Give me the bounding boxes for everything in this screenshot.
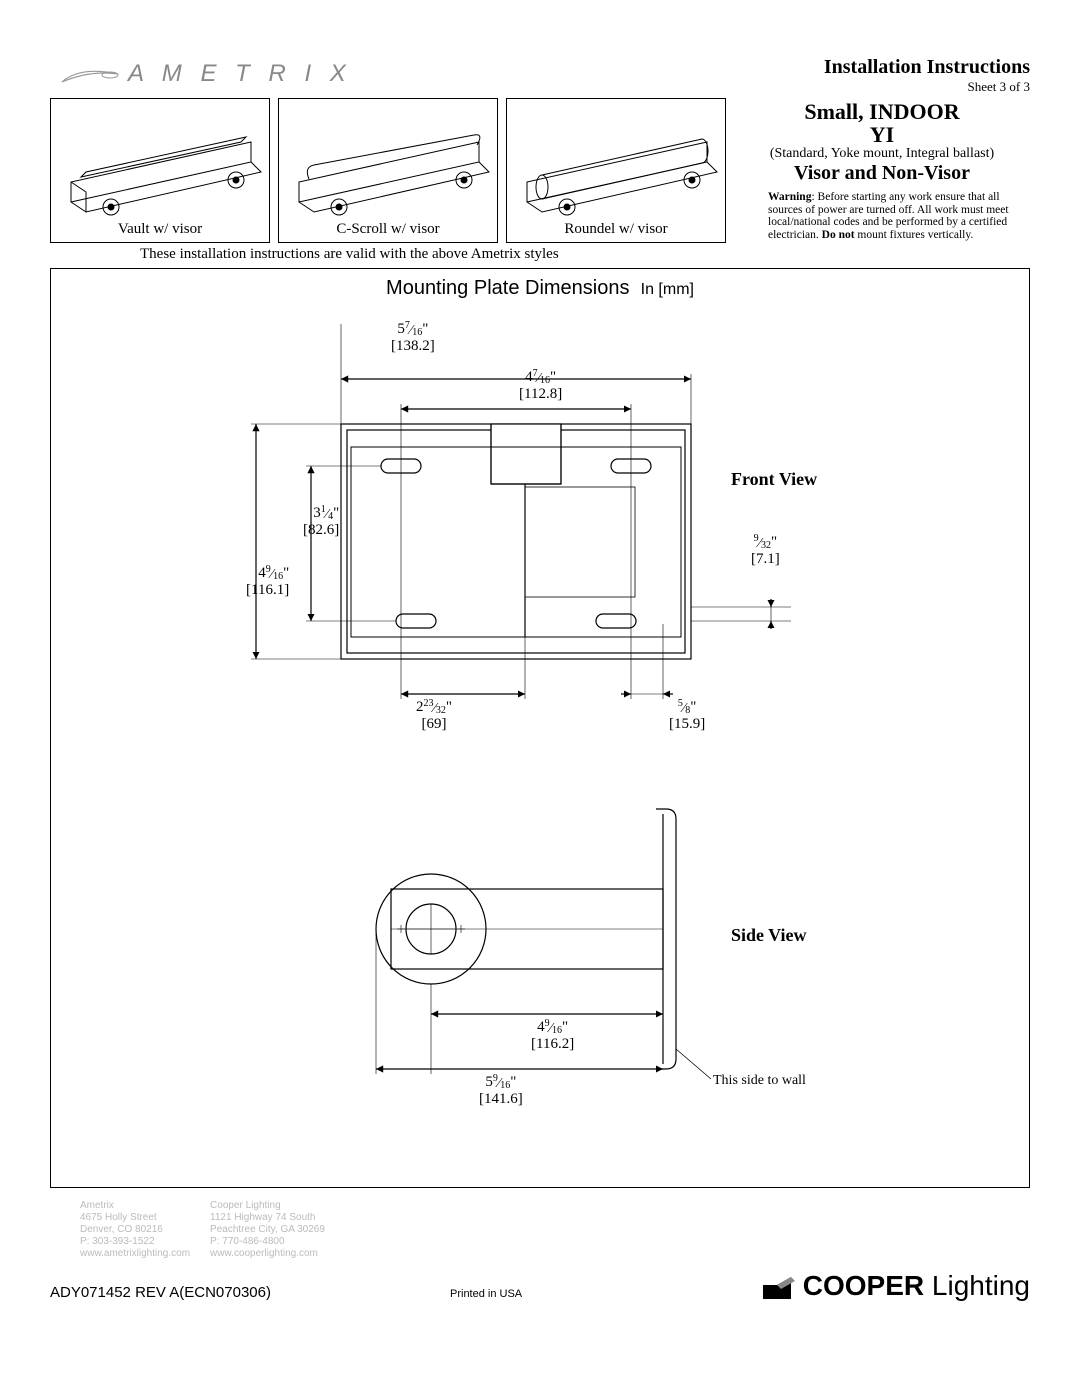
footer-addresses: Ametrix 4675 Holly Street Denver, CO 802… (80, 1200, 345, 1260)
install-title: Installation Instructions (824, 56, 1030, 79)
product-label: Roundel w/ visor (507, 221, 725, 238)
vault-illustration-icon (51, 107, 271, 227)
product-cscroll: C-Scroll w/ visor (278, 98, 498, 243)
validity-note: These installation instructions are vali… (140, 246, 559, 263)
cscroll-illustration-icon (279, 107, 499, 227)
footer: Ametrix 4675 Holly Street Denver, CO 802… (50, 1200, 1030, 1260)
side-note: This side to wall (713, 1074, 806, 1089)
product-row: Vault w/ visor C-Scroll w/ visor (50, 98, 1030, 258)
title-subtitle: (Standard, Yoke mount, Integral ballast) (738, 146, 1026, 162)
title-line3: Visor and Non-Visor (738, 162, 1026, 185)
warning-tail: mount fixtures vertically. (855, 229, 974, 241)
cooper-mark-icon (763, 1271, 799, 1299)
dim-4-9-16a: 49⁄16" [116.1] (246, 565, 289, 598)
dim-4-9-16b: 49⁄16" [116.2] (531, 1019, 574, 1052)
sheet-number: Sheet 3 of 3 (824, 79, 1030, 95)
brand-text: A M E T R I X (128, 60, 352, 87)
warning-label: Warning (768, 191, 811, 203)
dim-9-32: 9⁄32" [7.1] (751, 534, 780, 567)
warning-bold2: Do not (822, 229, 855, 241)
cooper-light: Lighting (924, 1270, 1030, 1301)
dim-2-23-32: 223⁄32" [69] (416, 699, 452, 732)
diagram-box: Mounting Plate Dimensions In [mm] Front … (50, 268, 1030, 1188)
printed-in: Printed in USA (450, 1288, 522, 1300)
warning-text: Warning: Before starting any work ensure… (738, 191, 1026, 242)
roundel-illustration-icon (507, 107, 727, 227)
product-label: Vault w/ visor (51, 221, 269, 238)
product-label: C-Scroll w/ visor (279, 221, 497, 238)
title-block: Small, INDOOR YI (Standard, Yoke mount, … (734, 98, 1030, 258)
cooper-bold: COOPER (803, 1270, 924, 1301)
dim-5-9-16: 59⁄16" [141.6] (479, 1074, 523, 1107)
product-roundel: Roundel w/ visor (506, 98, 726, 243)
brand-logo: A M E T R I X (60, 60, 352, 88)
footer-col2: Cooper Lighting 1121 Highway 74 South Pe… (210, 1200, 345, 1260)
dim-4-7-16: 47⁄16" [112.8] (519, 369, 562, 402)
cooper-logo: COOPER Lighting (763, 1270, 1030, 1302)
dim-3-1-4: 31⁄4" [82.6] (303, 505, 339, 538)
swoosh-icon (60, 64, 120, 86)
dim-5-7-16: 57⁄16" [138.2] (391, 321, 435, 354)
title-line1: Small, INDOOR (738, 100, 1026, 123)
header-right: Installation Instructions Sheet 3 of 3 (824, 56, 1030, 95)
title-line2: YI (738, 123, 1026, 146)
footer-col1: Ametrix 4675 Holly Street Denver, CO 802… (80, 1200, 210, 1260)
document-number: ADY071452 REV A(ECN070306) (50, 1284, 271, 1301)
product-vault: Vault w/ visor (50, 98, 270, 243)
dim-5-8: 5⁄8" [15.9] (669, 699, 705, 732)
